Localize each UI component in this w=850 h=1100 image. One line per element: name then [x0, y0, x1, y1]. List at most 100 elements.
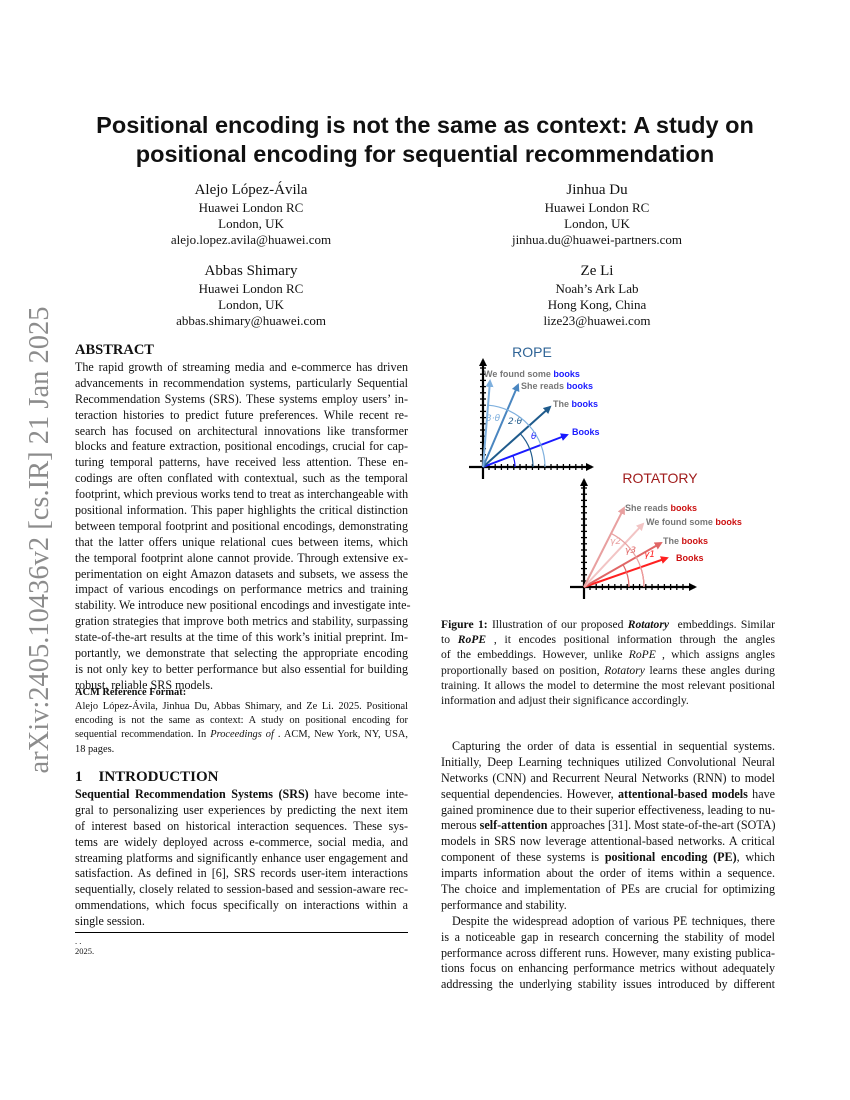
text-segment: have: [747, 786, 775, 801]
label-context: She reads: [521, 381, 567, 391]
emphasized-text: Sequential Recommendation Systems (SRS): [75, 787, 309, 801]
angle-label: 2·θ: [508, 417, 523, 427]
diagram-title: ROTATORY: [622, 470, 698, 486]
label-item-word: books: [682, 536, 709, 546]
introduction-body-continued: Capturing the order of data is essential…: [441, 739, 776, 993]
footnote: . . 2025.: [75, 936, 94, 956]
text-line: training. It allows the model to determi…: [441, 678, 775, 692]
text-line: sequential recommendation. In Proceeding…: [75, 728, 408, 742]
text-line: impact of various encodings on performan…: [75, 582, 408, 597]
acm-reference-body: Alejo López-Ávila, Jinhua Du, Abbas Shim…: [75, 700, 408, 757]
label-item-word: books: [715, 517, 742, 527]
footnote-line: . .: [75, 936, 82, 946]
embedding-vector-arrow: [583, 506, 625, 588]
text-segment: approaches [31]. Most state-of-the-art (…: [547, 818, 776, 833]
text-line: perimentation on eight Amazon datasets a…: [75, 566, 408, 581]
text-line: footprint, which previous works tend to …: [75, 487, 409, 502]
author-block: Ze Li Noah’s Ark Lab Hong Kong, China li…: [427, 262, 767, 330]
author-email: jinhua.du@huawei-partners.com: [511, 232, 683, 248]
angle-label: θ: [531, 432, 537, 442]
abstract-heading: ABSTRACT: [75, 342, 154, 358]
text-line: The rapid growth of streaming media and …: [75, 360, 408, 374]
author-affiliation: Huawei London RC: [544, 200, 650, 215]
label-item-word: Books: [676, 553, 704, 563]
text-segment: , it encodes positional information thro…: [486, 633, 776, 647]
label-context: We found some: [484, 369, 553, 379]
author-name: Jinhua Du: [566, 182, 628, 198]
text-line: gration strategies that improve both met…: [75, 614, 408, 629]
text-segment: embeddings. Similar: [668, 618, 776, 631]
text-line: Figure 1: Illustration of our proposed R…: [441, 617, 775, 632]
author-affiliation: Huawei London RC: [198, 200, 304, 215]
author-block: Jinhua Du Huawei London RC London, UK ji…: [427, 181, 767, 249]
introduction-heading: 1 INTRODUCTION: [75, 767, 408, 787]
label-context: The: [553, 399, 572, 409]
paper-title: Positional encoding is not the same as c…: [0, 111, 850, 168]
author-email: abbas.shimary@huawei.com: [176, 313, 326, 329]
text-line: sequentially, closely related to session…: [75, 882, 408, 897]
emphasized-text: Proceedings of: [210, 729, 274, 741]
text-line: teraction histories to predict future pr…: [75, 407, 408, 422]
text-segment: proportionally based on position,: [441, 663, 605, 677]
text-segment: , which: [736, 850, 775, 865]
angle-label: γ2: [610, 537, 621, 547]
text-line: blocks and feature extraction, positiona…: [75, 439, 408, 454]
vector-label: The books: [553, 399, 598, 409]
text-line: ommendations, which focus specifically o…: [75, 898, 408, 913]
text-line: performance and stability.: [441, 897, 567, 912]
author-name: Alejo López-Ávila: [194, 182, 308, 198]
angle-arc: [622, 564, 630, 588]
text-line: tions focus on enhancing performance met…: [441, 961, 775, 976]
text-line: information and adjust their significanc…: [441, 693, 689, 707]
angle-arc: [519, 433, 534, 468]
text-segment: have become inte-: [308, 787, 409, 801]
author-block: Abbas Shimary Huawei London RC London, U…: [81, 262, 421, 330]
author-location: London, UK: [218, 216, 284, 232]
introduction-body: Sequential Recommendation Systems (SRS) …: [75, 787, 408, 930]
text-line: Capturing the order of data is essential…: [452, 739, 775, 753]
emphasized-text: positional encoding (PE): [604, 850, 737, 865]
text-line: to RoPE , it encodes positional informat…: [441, 632, 775, 647]
footnote-rule: [75, 932, 408, 933]
text-segment: component of these systems is: [441, 850, 605, 865]
label-item-word: books: [671, 503, 698, 513]
label-item-word: books: [572, 399, 599, 409]
vector-label: She reads books: [625, 503, 697, 513]
author-name: Ze Li: [580, 263, 614, 279]
embedding-vector-arrow: [482, 405, 552, 468]
text-segment: Illustration of our proposed: [487, 618, 628, 631]
abstract-section: ABSTRACT The rapid growth of streaming m…: [75, 341, 411, 694]
text-line: of the embeddings. However, unlike RoPE …: [441, 647, 775, 662]
right-column-body: Capturing the order of data is essential…: [441, 739, 776, 993]
text-line: codings are often conflated with context…: [75, 471, 408, 486]
text-line: search has focused on architectural inno…: [75, 423, 408, 438]
text-line: advancements in recommendation systems, …: [75, 375, 408, 390]
title-line: positional encoding for sequential recom…: [135, 140, 715, 167]
text-line: gained prominence due to their superior …: [441, 802, 775, 817]
embedding-vector-arrow: [482, 379, 494, 468]
emphasized-text: Rotatory: [627, 618, 669, 631]
emphasized-text: self-attention: [479, 818, 548, 833]
author-affiliation: Huawei London RC: [198, 281, 304, 296]
emphasized-text: RoPE: [628, 648, 656, 662]
text-line: Sequential Recommendation Systems (SRS) …: [75, 787, 408, 803]
introduction-section: 1 INTRODUCTION Sequential Recommendation …: [75, 767, 408, 930]
label-item-word: books: [553, 369, 580, 379]
text-line: tems are widely deployed across e-commer…: [75, 834, 408, 849]
author-email: lize23@huawei.com: [543, 313, 651, 329]
emphasized-text: RoPE: [457, 633, 487, 647]
embedding-vector-arrow: [583, 556, 669, 588]
text-line: of interest based on historical interact…: [75, 818, 408, 833]
label-context: The: [663, 536, 682, 546]
author-location: London, UK: [218, 297, 284, 313]
text-segment: sequential recommendation. In: [75, 729, 211, 741]
text-line: addressing the underlying stability issu…: [441, 977, 775, 992]
text-segment: merous: [441, 818, 480, 833]
vector-label: The books: [663, 536, 708, 546]
text-segment: of the embeddings. However, unlike: [441, 648, 629, 662]
text-line: single session.: [75, 914, 145, 929]
text-segment: . ACM, New York, NY, USA,: [273, 729, 408, 741]
